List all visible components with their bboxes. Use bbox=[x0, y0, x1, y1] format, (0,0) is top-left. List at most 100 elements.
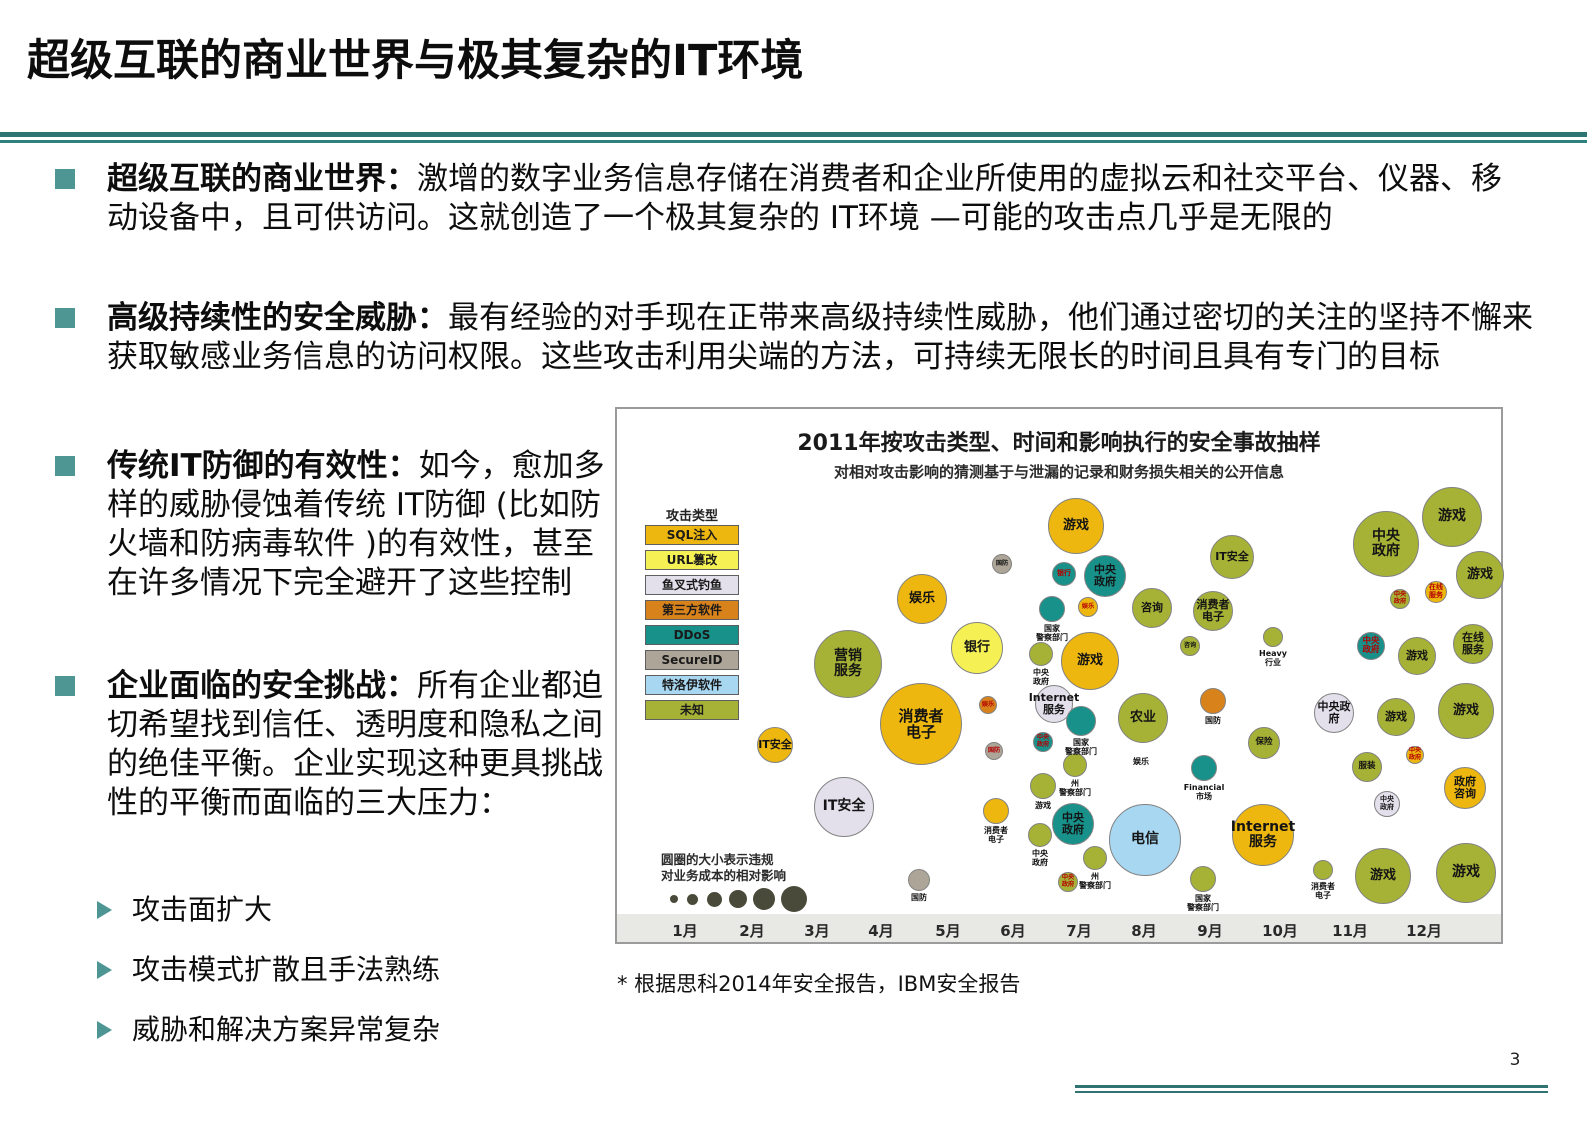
chart-bubble: 咨询 bbox=[1132, 588, 1172, 628]
chart-bubble: 娱乐 bbox=[979, 696, 997, 714]
chart-bubble: 中央 政府 bbox=[1390, 589, 1410, 609]
chart-bubble bbox=[1066, 706, 1096, 736]
chart-bubble bbox=[983, 798, 1009, 824]
month-label: 2月 bbox=[739, 922, 765, 940]
arrow-icon bbox=[97, 901, 112, 919]
sub-bullet-text: 攻击模式扩散且手法熟练 bbox=[132, 953, 441, 986]
chart-bubble: 娱乐 bbox=[897, 574, 947, 624]
month-label: 3月 bbox=[804, 922, 830, 940]
chart-subtitle: 对相对攻击影响的猜测基于与泄漏的记录和财务损失相关的公开信息 bbox=[833, 463, 1284, 481]
chart-bubble: 咨询 bbox=[1180, 636, 1200, 656]
page-number: 3 bbox=[1509, 1050, 1521, 1070]
bullet-square-marker bbox=[55, 456, 75, 476]
chart-bubble-label: 娱乐 bbox=[1133, 757, 1149, 766]
month-axis-band bbox=[617, 914, 1501, 942]
legend-item: SQL注入 bbox=[645, 525, 739, 545]
month-label: 11月 bbox=[1332, 922, 1368, 940]
chart-bubble-label: Financial 市场 bbox=[1183, 783, 1225, 801]
chart-bubble-label: 消费者 电子 bbox=[984, 826, 1008, 844]
chart-bubble: 中央 政府 bbox=[1084, 555, 1126, 597]
chart-bubble bbox=[1063, 753, 1087, 777]
bullet-traditional-defense: 传统IT防御的有效性：如今，愈加多样的威胁侵蚀着传统 IT防御 (比如防火墙和防… bbox=[55, 447, 622, 603]
legend-item: DDoS bbox=[645, 625, 739, 645]
chart-bubble: 游戏 bbox=[1061, 632, 1119, 690]
chart-bubble-label: 中央 政府 bbox=[1032, 849, 1048, 867]
attack-type-legend: SQL注入 URL篡改 鱼叉式钓鱼 第三方软件 DDoS SecureID 特洛伊软件 未知 bbox=[645, 525, 739, 725]
chart-bubble: 农业 bbox=[1118, 693, 1168, 743]
legend-item: SecureID bbox=[645, 650, 739, 670]
arrow-icon bbox=[97, 1021, 112, 1039]
legend-item: 鱼叉式钓鱼 bbox=[645, 575, 739, 595]
chart-bubble: 游戏 bbox=[1456, 551, 1504, 599]
separator-line-thin bbox=[0, 140, 1587, 143]
month-label: 4月 bbox=[868, 922, 894, 940]
footer-line-thick bbox=[1075, 1085, 1548, 1088]
chart-bubble bbox=[1039, 596, 1065, 622]
bullet-enterprise-challenge: 企业面临的安全挑战：所有企业都迫切希望找到信任、透明度和隐私之间的绝佳平衡。企业… bbox=[55, 667, 622, 823]
chart-bubble-label: Heavy 行业 bbox=[1259, 649, 1287, 667]
chart-bubble: 游戏 bbox=[1377, 698, 1415, 736]
source-footnote: * 根据思科2014年安全报告，IBM安全报告 bbox=[617, 972, 1021, 996]
size-legend-dot bbox=[729, 890, 747, 908]
chart-bubble bbox=[1083, 846, 1107, 870]
size-legend-dot bbox=[753, 888, 775, 910]
chart-bubble: 中央 政府 bbox=[1033, 732, 1053, 752]
bullet-square-marker bbox=[55, 676, 75, 696]
sub-bullet-text: 攻击面扩大 bbox=[132, 893, 273, 926]
chart-bubble: 中央 政府 bbox=[1406, 746, 1424, 764]
bullet-lead: 高级持续性的安全威胁： bbox=[107, 300, 448, 336]
size-legend-caption: 圆圈的大小表示违规 对业务成本的相对影响 bbox=[661, 852, 787, 883]
chart-bubble: 中央 政府 bbox=[1353, 511, 1419, 577]
month-label: 5月 bbox=[935, 922, 961, 940]
bullet-lead: 传统IT防御的有效性： bbox=[107, 448, 419, 484]
bullet-lead: 超级互联的商业世界： bbox=[107, 161, 417, 197]
chart-bubble-label: 国家 警察部门 bbox=[1065, 738, 1097, 756]
title-separator bbox=[0, 132, 1587, 143]
page-title: 超级互联的商业世界与极其复杂的IT环境 bbox=[27, 36, 804, 86]
chart-bubble-label: 游戏 bbox=[1035, 801, 1051, 810]
chart-bubble bbox=[1263, 627, 1283, 647]
size-legend-dot bbox=[781, 886, 807, 912]
chart-bubble: 中央 政府 bbox=[1052, 803, 1094, 845]
month-label: 8月 bbox=[1131, 922, 1157, 940]
bullet-text: 如今，愈加多样的威胁侵蚀着传统 IT防御 (比如防火墙和防病毒软件 )的有效性，… bbox=[107, 448, 605, 601]
chart-bubble: 游戏 bbox=[1048, 498, 1104, 554]
chart-bubble: 中央 政府 bbox=[1058, 872, 1078, 892]
chart-bubble bbox=[908, 869, 930, 891]
bullet-square-marker bbox=[55, 308, 75, 328]
month-label: 12月 bbox=[1406, 922, 1442, 940]
month-label: 9月 bbox=[1197, 922, 1223, 940]
chart-bubble-label: 国家 警察部门 bbox=[1187, 894, 1219, 912]
chart-bubble-label: 国防 bbox=[911, 893, 927, 902]
chart-bubble: 银行 bbox=[951, 622, 1003, 674]
arrow-icon bbox=[97, 961, 112, 979]
chart-bubble: 游戏 bbox=[1355, 848, 1411, 904]
chart-bubble: 中央 政府 bbox=[1357, 632, 1385, 660]
chart-bubble-label: 消费者 电子 bbox=[1311, 882, 1335, 900]
separator-line-thick bbox=[0, 132, 1587, 137]
month-label: 7月 bbox=[1066, 922, 1092, 940]
chart-bubble bbox=[1313, 860, 1333, 880]
chart-bubble-label: 州 警察部门 bbox=[1059, 779, 1091, 797]
legend-item: URL篡改 bbox=[645, 550, 739, 570]
sub-bullet-threat-complexity: 威胁和解决方案异常复杂 bbox=[97, 1008, 440, 1048]
legend-title: 攻击类型 bbox=[665, 509, 718, 524]
legend-item: 第三方软件 bbox=[645, 600, 739, 620]
bullet-advanced-threats: 高级持续性的安全威胁：最有经验的对手现在正带来高级持续性威胁，他们通过密切的关注… bbox=[55, 299, 1539, 377]
chart-bubble: 营销 服务 bbox=[814, 630, 882, 698]
chart-bubble bbox=[1028, 823, 1052, 847]
footer-line-thin bbox=[1075, 1091, 1548, 1093]
chart-bubble: 国防 bbox=[985, 742, 1003, 760]
chart-bubble: 游戏 bbox=[1398, 637, 1436, 675]
size-legend-dot bbox=[670, 895, 678, 903]
chart-bubble bbox=[1200, 688, 1226, 714]
bullet-lead: 企业面临的安全挑战： bbox=[107, 668, 417, 704]
size-legend-dot bbox=[706, 891, 722, 907]
chart-bubble bbox=[1030, 773, 1056, 799]
chart-bubble: 游戏 bbox=[1438, 683, 1494, 739]
chart-bubble-label: 国防 bbox=[1205, 716, 1221, 725]
sub-bullet-attack-surface: 攻击面扩大 bbox=[97, 888, 272, 928]
chart-bubble-label: 中央 政府 bbox=[1033, 668, 1049, 686]
chart-bubble bbox=[1191, 755, 1217, 781]
chart-bubble: 政府 咨询 bbox=[1444, 767, 1486, 809]
